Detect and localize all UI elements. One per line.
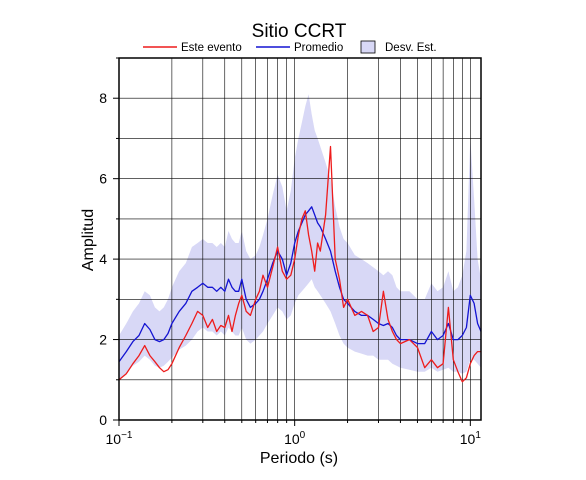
series-line — [118, 145, 481, 383]
x-tick-label: 101 — [460, 430, 482, 447]
x-axis: 10−1 100 101 — [106, 420, 482, 447]
std-band-layer — [119, 94, 481, 380]
y-tick-label: 4 — [99, 251, 107, 267]
series-line — [118, 206, 482, 363]
y-axis-title: Amplitud — [80, 209, 97, 271]
plot-frame — [118, 57, 482, 421]
chart-title: Sitio CCRT — [252, 21, 347, 42]
y-tick-label: 6 — [99, 171, 107, 187]
y-axis: 0 2 4 6 8 — [99, 57, 119, 428]
y-tick-label: 2 — [99, 332, 107, 348]
legend-label: Promedio — [294, 42, 343, 54]
x-tick-label: 10−1 — [106, 430, 133, 447]
legend-swatch-band — [360, 40, 376, 54]
x-axis-title: Periodo (s) — [260, 450, 338, 467]
x-tick-label: 100 — [284, 430, 306, 447]
y-tick-label: 0 — [99, 412, 107, 428]
legend-label: Desv. Est. — [385, 42, 437, 54]
std-band — [119, 94, 481, 380]
grid — [118, 57, 481, 420]
plot-border — [118, 57, 482, 421]
legend: Este evento Promedio Desv. Est. — [143, 40, 437, 54]
legend-label: Este evento — [181, 42, 242, 54]
y-tick-label: 8 — [99, 90, 107, 106]
series-lines — [118, 145, 482, 383]
